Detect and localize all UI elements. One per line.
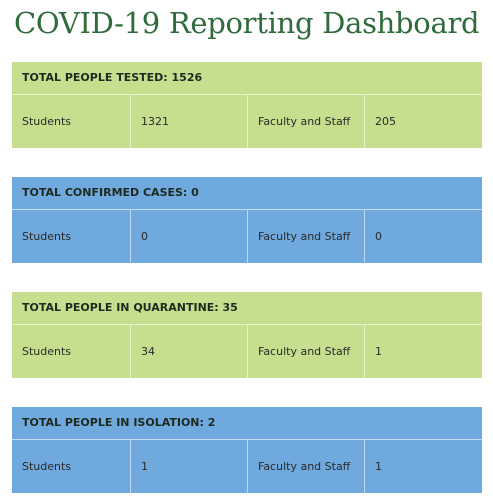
cell-value: 0 bbox=[364, 210, 482, 263]
cell-label: Students bbox=[22, 230, 72, 243]
section-heading: TOTAL PEOPLE IN QUARANTINE: 35 bbox=[12, 292, 482, 325]
section: TOTAL CONFIRMED CASES: 0 Students 0 Faculty… bbox=[12, 177, 482, 263]
cell-label: Faculty and Staff bbox=[247, 210, 364, 263]
section-row: Students 34 Faculty and Staff 1 bbox=[12, 325, 482, 378]
cell-value: 1 bbox=[364, 325, 482, 378]
section-heading: TOTAL CONFIRMED CASES: 0 bbox=[12, 177, 482, 210]
section-row: Students 0 Faculty and Staff 0 bbox=[12, 210, 482, 263]
cell-value: 34 bbox=[130, 325, 247, 378]
cell-label: Faculty and Staff bbox=[247, 325, 364, 378]
section-row: Students 1 Faculty and Staff 1 bbox=[12, 440, 482, 493]
cell-label: Faculty and Staff bbox=[247, 95, 364, 148]
cell-value: 1 bbox=[130, 440, 247, 493]
cell-value: 1 bbox=[364, 440, 482, 493]
cell-label: Students bbox=[22, 345, 72, 358]
cell-label: Faculty and Staff bbox=[247, 440, 364, 493]
section: TOTAL PEOPLE TESTED: 1526 Students 1321 Fac… bbox=[12, 62, 482, 148]
section: TOTAL PEOPLE IN ISOLATION: 2 Students 1 Fac… bbox=[12, 407, 482, 493]
section-heading: TOTAL PEOPLE IN ISOLATION: 2 bbox=[12, 407, 482, 440]
section-heading: TOTAL PEOPLE TESTED: 1526 bbox=[12, 62, 482, 95]
cell-label: Students bbox=[22, 115, 72, 128]
section-row: Students 1321 Faculty and Staff 205 bbox=[12, 95, 482, 148]
cell-value: 1321 bbox=[130, 95, 247, 148]
section: TOTAL PEOPLE IN QUARANTINE: 35 Students 34… bbox=[12, 292, 482, 378]
cell-value: 205 bbox=[364, 95, 482, 148]
cell-value: 0 bbox=[130, 210, 247, 263]
title: COVID-19 Reporting Dashboard bbox=[14, 6, 480, 40]
cell-label: Students bbox=[22, 460, 72, 473]
